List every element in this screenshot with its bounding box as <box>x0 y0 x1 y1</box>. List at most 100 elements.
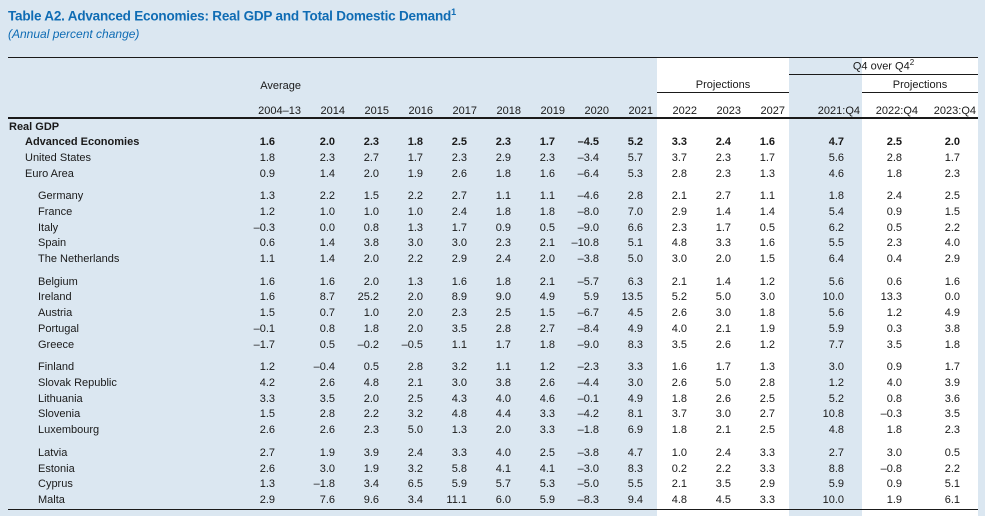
cell-value: 0.5 <box>886 221 902 234</box>
table-row: The Netherlands 1.1 1.4 2.0 2.2 2.9 2.4 2.0 –3.8… <box>8 252 978 268</box>
cell-value: 5.0 <box>715 377 731 389</box>
cell-value: 4.7 <box>828 136 844 149</box>
cell-value: 3.4 <box>363 478 379 491</box>
cell-value: 5.1 <box>627 237 643 250</box>
cell-value: 4.6 <box>828 167 844 180</box>
cell-value: 4.4 <box>495 408 511 421</box>
cell-value: 0.8 <box>886 392 902 405</box>
cell-value: 1.3 <box>259 478 275 491</box>
cell-value: 2.3 <box>715 151 731 164</box>
cell-value: 4.8 <box>828 424 844 437</box>
cell-value: 1.2 <box>759 275 775 288</box>
cell-value: 1.1 <box>259 253 275 266</box>
cell-value: –5.0 <box>577 478 599 491</box>
cell-value: 2.7 <box>363 151 379 164</box>
cell-value: 2.6 <box>451 167 467 180</box>
cell-value: 1.5 <box>363 190 379 203</box>
cell-value: 3.5 <box>886 338 902 351</box>
cell-value: 2.6 <box>259 424 275 437</box>
cell-value: 2.0 <box>715 253 731 266</box>
cell-value: –8.3 <box>569 492 613 510</box>
cell-value: 1.5 <box>259 408 275 421</box>
cell-value: 3.5 <box>671 338 687 351</box>
cell-value: 0.4 <box>886 253 902 266</box>
cell-value: 3.0 <box>451 377 467 389</box>
cell-value: 1.7 <box>495 338 511 351</box>
cell-value: 2.2 <box>407 253 423 266</box>
cell-value: 2.5 <box>759 424 775 437</box>
cell-value: 3.0 <box>828 361 844 374</box>
cell-value: 2.6 <box>259 462 275 475</box>
cell-value: 1.8 <box>886 424 902 437</box>
page-title: Table A2. Advanced Economies: Real GDP a… <box>8 7 456 24</box>
cell-value: 1.9 <box>407 167 423 180</box>
cell-value: 2.7 <box>828 446 844 459</box>
cell-value: 2.6 <box>319 377 335 389</box>
cell-value: 1.9 <box>319 446 335 459</box>
cell-value: 11.1 <box>437 492 481 510</box>
cell-value: 3.9 <box>944 377 960 389</box>
cell-value: 1.3 <box>759 167 775 180</box>
cell-value: 0.8 <box>319 322 335 335</box>
cell-value: 4.2 <box>259 377 275 389</box>
year-column-header: 2015 <box>349 92 393 119</box>
table-row: Austria 1.5 0.7 1.0 2.0 2.3 2.5 1.5 –6.7 4.5 2.6 3.… <box>8 306 978 322</box>
q4-projections-highlight-band <box>862 57 978 516</box>
q4-over-q4-header: Q4 over Q42 <box>789 57 978 75</box>
cell-value: 0.5 <box>363 361 379 374</box>
cell-value: 1.9 <box>862 492 920 510</box>
cell-value: 5.0 <box>627 253 643 266</box>
cell-value: 1.8 <box>495 275 511 288</box>
year-column-header: 2019 <box>525 92 569 119</box>
cell-value: –9.0 <box>577 221 599 234</box>
gdp-table: Q4 over Q42 Average Projections Projecti… <box>8 57 978 510</box>
cell-value: –2.3 <box>577 361 599 374</box>
cell-value: 4.8 <box>451 408 467 421</box>
cell-value: 25.2 <box>357 291 379 304</box>
cell-value: 1.7 <box>407 151 423 164</box>
cell-value: 2.5 <box>886 136 902 149</box>
table-row: Germany 1.3 2.2 1.5 2.2 2.7 1.1 1.1 –4.6 2.8 2.1 2.… <box>8 182 978 205</box>
cell-value: 3.5 <box>715 478 731 491</box>
cell-value: 1.4 <box>759 205 775 218</box>
row-label: Germany <box>38 190 84 203</box>
cell-value: 2.3 <box>319 151 335 164</box>
row-label: Finland <box>38 361 75 374</box>
table-row: Euro Area 0.9 1.4 2.0 1.9 2.6 1.8 1.6 –6.4 5.3 2.8… <box>8 167 978 183</box>
cell-value: 1.7 <box>759 151 775 164</box>
cell-value: 4.0 <box>671 322 687 335</box>
cell-value: 1.8 <box>407 136 423 149</box>
cell-value: 4.0 <box>944 237 960 250</box>
cell-value: 2.1 <box>671 478 687 491</box>
cell-value: 3.4 <box>393 492 437 510</box>
cell-value: 3.0 <box>451 237 467 250</box>
row-label: Lithuania <box>38 392 83 405</box>
cell-value: –1.7 <box>253 338 275 351</box>
cell-value: 5.1 <box>944 478 960 491</box>
cell-value: 2.1 <box>539 275 555 288</box>
q4-column-header: 2021:Q4 <box>789 92 862 119</box>
cell-value: 8.1 <box>627 408 643 421</box>
cell-value: 1.8 <box>495 205 511 218</box>
cell-value: 0.5 <box>319 338 335 351</box>
table-row: Cyprus 1.3 –1.8 3.4 6.5 5.9 5.7 5.3 –5.0 5.5 2.1 3.… <box>8 477 978 493</box>
table-row: Malta 2.9 7.6 9.6 3.4 11.1 6.0 5.9 –8.3 9.4 4.8 4.5… <box>8 492 978 510</box>
cell-value: 2.9 <box>235 492 305 510</box>
cell-value: 3.3 <box>259 392 275 405</box>
cell-value: 1.1 <box>495 361 511 374</box>
cell-value: 4.6 <box>539 392 555 405</box>
cell-value: 2.8 <box>886 151 902 164</box>
cell-value: 1.7 <box>451 221 467 234</box>
cell-value: 9.6 <box>349 492 393 510</box>
projection-year-header: 2022 <box>657 92 701 119</box>
cell-value: 2.8 <box>759 377 775 389</box>
cell-value: 5.8 <box>451 462 467 475</box>
cell-value: 1.2 <box>259 205 275 218</box>
row-label: Spain <box>38 237 67 250</box>
cell-value: 2.5 <box>451 136 467 149</box>
cell-value: 1.5 <box>259 307 275 320</box>
table-row: Belgium 1.6 1.6 2.0 1.3 1.6 1.8 2.1 –5.7 6.3 2.1 1.… <box>8 268 978 291</box>
cell-value: 4.9 <box>627 392 643 405</box>
row-label: Cyprus <box>38 478 73 491</box>
cell-value: 5.9 <box>828 478 844 491</box>
